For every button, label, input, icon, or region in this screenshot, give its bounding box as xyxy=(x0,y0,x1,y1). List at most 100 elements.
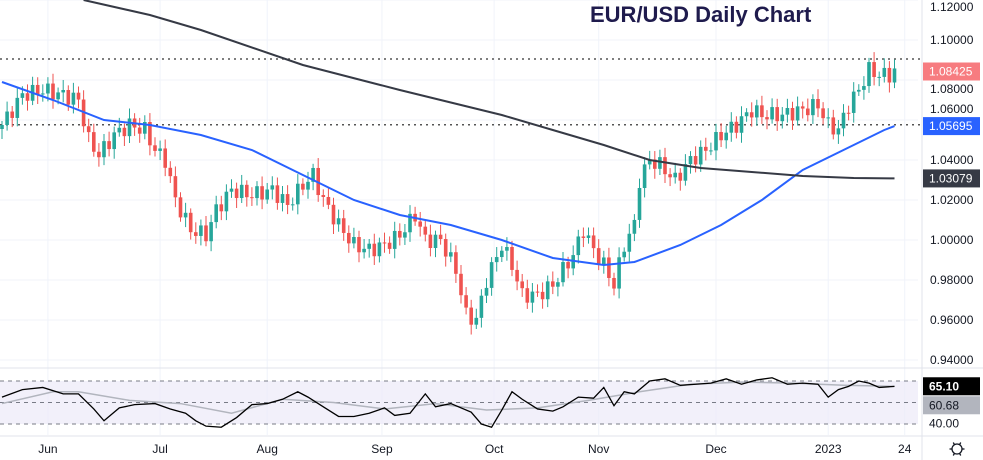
time-tick-label: 2023 xyxy=(815,442,842,456)
candle xyxy=(398,223,402,246)
candle xyxy=(372,233,377,265)
candle xyxy=(352,227,356,249)
candle-body xyxy=(530,291,535,303)
candle xyxy=(795,96,800,126)
candle xyxy=(612,272,616,296)
candle xyxy=(535,284,540,297)
candle xyxy=(194,222,198,244)
candle-body xyxy=(137,127,142,134)
candle-body xyxy=(194,232,198,236)
candle-body xyxy=(102,141,106,158)
candle xyxy=(403,223,407,245)
candle-body xyxy=(357,237,361,253)
candle-body xyxy=(816,99,820,109)
candle xyxy=(377,237,382,263)
candle-body xyxy=(775,107,779,122)
candle-body xyxy=(398,230,402,238)
candle xyxy=(576,229,581,264)
candle-body xyxy=(15,97,20,118)
candle-body xyxy=(811,99,815,116)
candle-body xyxy=(867,62,871,87)
candle-body xyxy=(178,197,183,218)
candle-body xyxy=(66,90,71,105)
candle-body xyxy=(214,204,218,223)
candle xyxy=(382,232,387,253)
candle xyxy=(637,178,642,228)
candle-body xyxy=(484,287,489,296)
candle-body xyxy=(540,291,545,300)
candle xyxy=(693,146,698,173)
candle xyxy=(153,137,157,157)
candle xyxy=(749,102,754,127)
candle-body xyxy=(71,92,76,105)
rsi-value-label: 60.68 xyxy=(929,398,959,412)
rsi-value-label: 40.00 xyxy=(929,416,959,430)
candle xyxy=(806,98,810,122)
candle xyxy=(188,208,193,240)
candle xyxy=(729,112,734,142)
rsi-value-label: 65.10 xyxy=(929,379,959,393)
candle-body xyxy=(653,159,657,169)
time-tick-label: Jul xyxy=(152,442,167,456)
candle xyxy=(245,180,249,207)
candle xyxy=(10,106,14,128)
candle-body xyxy=(637,187,642,220)
candle xyxy=(698,140,703,172)
candle-body xyxy=(505,247,509,251)
candle-body xyxy=(663,157,667,175)
candle xyxy=(780,107,785,129)
candle-body xyxy=(561,262,565,283)
candle-body xyxy=(219,204,224,212)
candle-body xyxy=(795,106,800,121)
candle xyxy=(306,171,310,199)
candle xyxy=(704,137,708,161)
candle-body xyxy=(892,68,897,83)
candle-body xyxy=(566,262,570,269)
candle xyxy=(122,123,127,146)
candle xyxy=(275,177,280,210)
rsi-line xyxy=(1,377,895,429)
time-tick-label: Nov xyxy=(588,442,609,456)
candle-body xyxy=(122,127,127,137)
candle xyxy=(367,238,371,258)
candle xyxy=(137,117,142,143)
candle xyxy=(484,278,489,304)
candle-body xyxy=(168,167,173,177)
candle-body xyxy=(581,236,586,238)
candle-body xyxy=(46,83,50,94)
candle xyxy=(734,116,739,139)
candle xyxy=(826,108,830,129)
candle xyxy=(158,140,162,161)
candle-body xyxy=(326,196,331,205)
candle xyxy=(586,227,591,244)
candle xyxy=(500,246,504,263)
price-tick-label: 1.04000 xyxy=(930,153,974,167)
candle-body xyxy=(341,218,346,233)
candle xyxy=(668,168,672,187)
candle xyxy=(673,162,677,184)
candle xyxy=(872,52,876,86)
candle-body xyxy=(826,117,830,119)
candle xyxy=(836,120,841,144)
candle-body xyxy=(551,281,555,287)
candle xyxy=(765,110,769,130)
candle xyxy=(408,205,412,242)
candle xyxy=(454,245,458,283)
candle xyxy=(770,98,774,124)
candle xyxy=(178,192,183,222)
candle xyxy=(321,189,326,207)
price-tick-label: 1.06000 xyxy=(930,102,974,116)
candle-body xyxy=(301,183,305,190)
candle xyxy=(326,187,331,210)
price-tick-label: 1.08000 xyxy=(930,82,974,96)
price-tick-label: 1.10000 xyxy=(930,33,974,47)
settings-icon[interactable] xyxy=(949,442,965,456)
candle-body xyxy=(117,127,122,133)
settings-icon-ring xyxy=(951,443,963,455)
candle xyxy=(423,221,428,242)
candle-body xyxy=(760,105,764,118)
candle xyxy=(357,230,361,263)
candle-body xyxy=(270,185,275,190)
candle xyxy=(15,88,20,127)
